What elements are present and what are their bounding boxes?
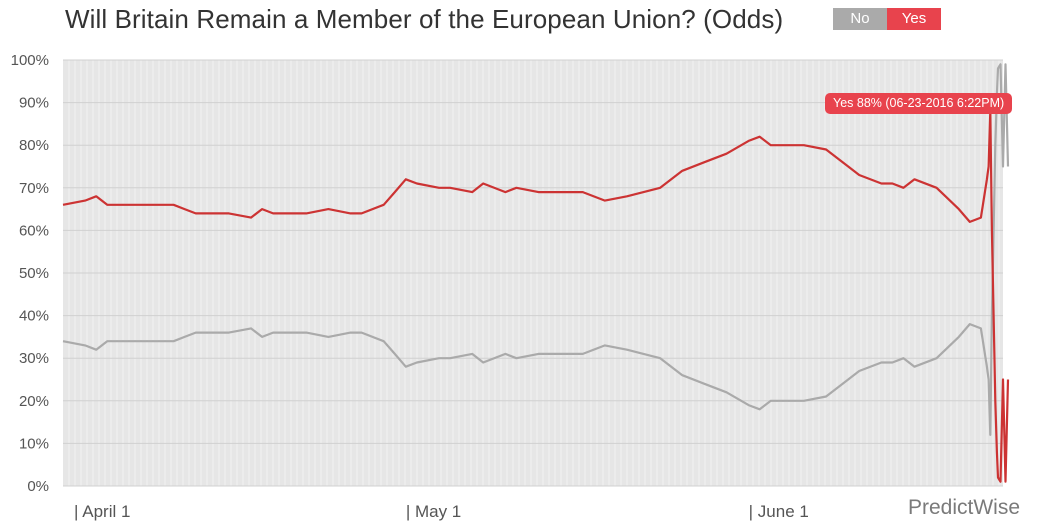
y-tick-label: 70% — [19, 180, 49, 197]
series-lines[interactable] — [62, 63, 1010, 483]
y-tick-label: 90% — [19, 95, 49, 112]
y-tick-label: 80% — [19, 137, 49, 154]
y-tick-label: 10% — [19, 435, 49, 452]
x-axis-tick-labels: | April 1 | May 1 | June 1 — [74, 502, 809, 521]
y-tick-label: 30% — [19, 350, 49, 367]
y-tick-label: 60% — [19, 222, 49, 239]
y-axis-tick-labels: 0% 10% 20% 30% 40% 50% 60% 70% 80% 90% 100% — [11, 52, 49, 495]
y-tick-label: 20% — [19, 393, 49, 410]
x-tick-label: | April 1 — [74, 502, 130, 521]
horizontal-grid — [63, 59, 1003, 487]
x-tick-label: | June 1 — [749, 502, 809, 521]
toggle-yes-button[interactable]: Yes — [887, 8, 941, 30]
toggle-no-button[interactable]: No — [833, 8, 887, 30]
chart-title: Will Britain Remain a Member of the Euro… — [65, 4, 784, 34]
hover-tooltip: Yes 88% (06-23-2016 6:22PM) — [825, 93, 1013, 114]
y-tick-label: 0% — [27, 478, 49, 495]
series-line-no[interactable] — [62, 63, 1010, 436]
y-tick-label: 50% — [19, 265, 49, 282]
brand-logo-text: PredictWise — [908, 496, 1021, 519]
y-tick-label: 100% — [11, 52, 49, 69]
y-tick-label: 40% — [19, 308, 49, 325]
x-tick-label: | May 1 — [406, 502, 461, 521]
series-line-yes[interactable] — [62, 109, 1010, 483]
